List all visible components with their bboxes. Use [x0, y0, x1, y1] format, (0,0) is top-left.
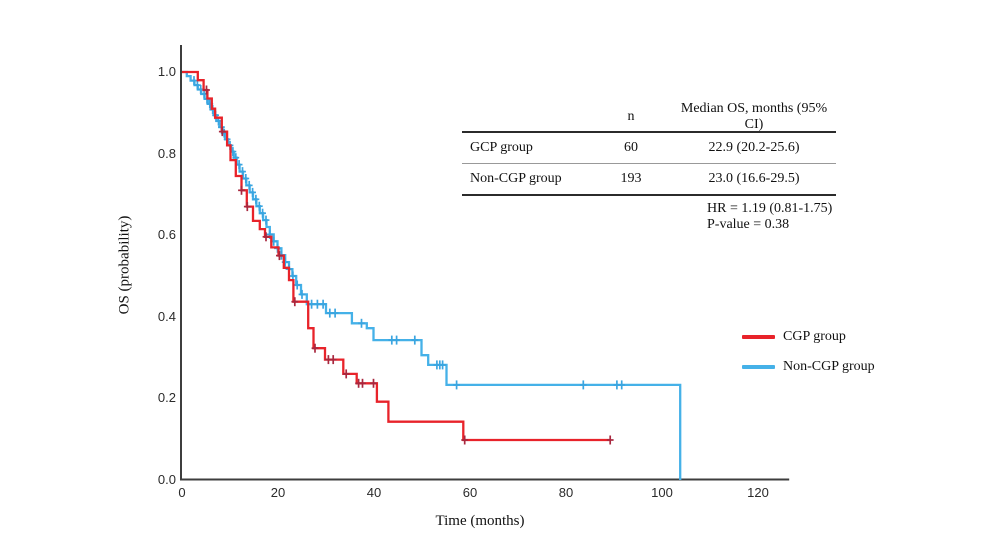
- legend-item-cgp: CGP group: [742, 322, 875, 352]
- table-row-n: 193: [620, 171, 642, 186]
- x-tick-label: 60: [462, 485, 478, 500]
- y-tick-label: 1.0: [157, 64, 176, 79]
- table-row-label: GCP group: [470, 140, 533, 155]
- legend-label: Non-CGP group: [783, 359, 875, 374]
- legend: CGP group Non-CGP group: [742, 322, 875, 382]
- non-cgp-line-swatch: [742, 365, 775, 369]
- table-header-row: n Median OS, months (95% CI): [462, 101, 836, 133]
- cgp-group-curve: [182, 70, 611, 442]
- table-row-label: Non-CGP group: [470, 171, 562, 186]
- x-tick-label: 80: [558, 485, 574, 500]
- x-tick-label: 0: [178, 485, 186, 500]
- p-value-text: P-value = 0.38: [707, 217, 790, 232]
- table-row: Non-CGP group 193 23.0 (16.6-29.5): [462, 164, 836, 196]
- legend-item-non-cgp: Non-CGP group: [742, 352, 875, 382]
- x-axis-title: Time (months): [435, 513, 525, 529]
- summary-table: n Median OS, months (95% CI) GCP group 6…: [462, 101, 836, 196]
- x-tick-label: 20: [270, 485, 286, 500]
- table-header-n: n: [627, 109, 635, 124]
- table-row-median: 23.0 (16.6-29.5): [708, 171, 800, 186]
- hazard-ratio-text: HR = 1.19 (0.81-1.75): [707, 201, 833, 216]
- y-tick-label: 0.2: [157, 390, 176, 406]
- table-row-n: 60: [624, 140, 638, 155]
- table-row-median: 22.9 (20.2-25.6): [708, 140, 800, 155]
- x-tick-label: 100: [651, 485, 673, 500]
- cgp-line-swatch: [742, 335, 775, 339]
- y-tick-label: 0.0: [157, 472, 176, 487]
- y-tick-label: 0.8: [157, 145, 176, 161]
- x-tick-label: 40: [366, 485, 382, 500]
- table-row: GCP group 60 22.9 (20.2-25.6): [462, 133, 836, 164]
- legend-label: CGP group: [783, 329, 846, 344]
- x-tick-label: 120: [747, 485, 769, 500]
- y-tick-label: 0.6: [157, 227, 176, 243]
- y-axis-title: OS (probability): [116, 215, 133, 315]
- y-tick-label: 0.4: [157, 308, 176, 324]
- stats-annotation: HR = 1.19 (0.81-1.75) P-value = 0.38: [707, 201, 832, 233]
- table-header-median: Median OS, months (95% CI): [680, 101, 828, 132]
